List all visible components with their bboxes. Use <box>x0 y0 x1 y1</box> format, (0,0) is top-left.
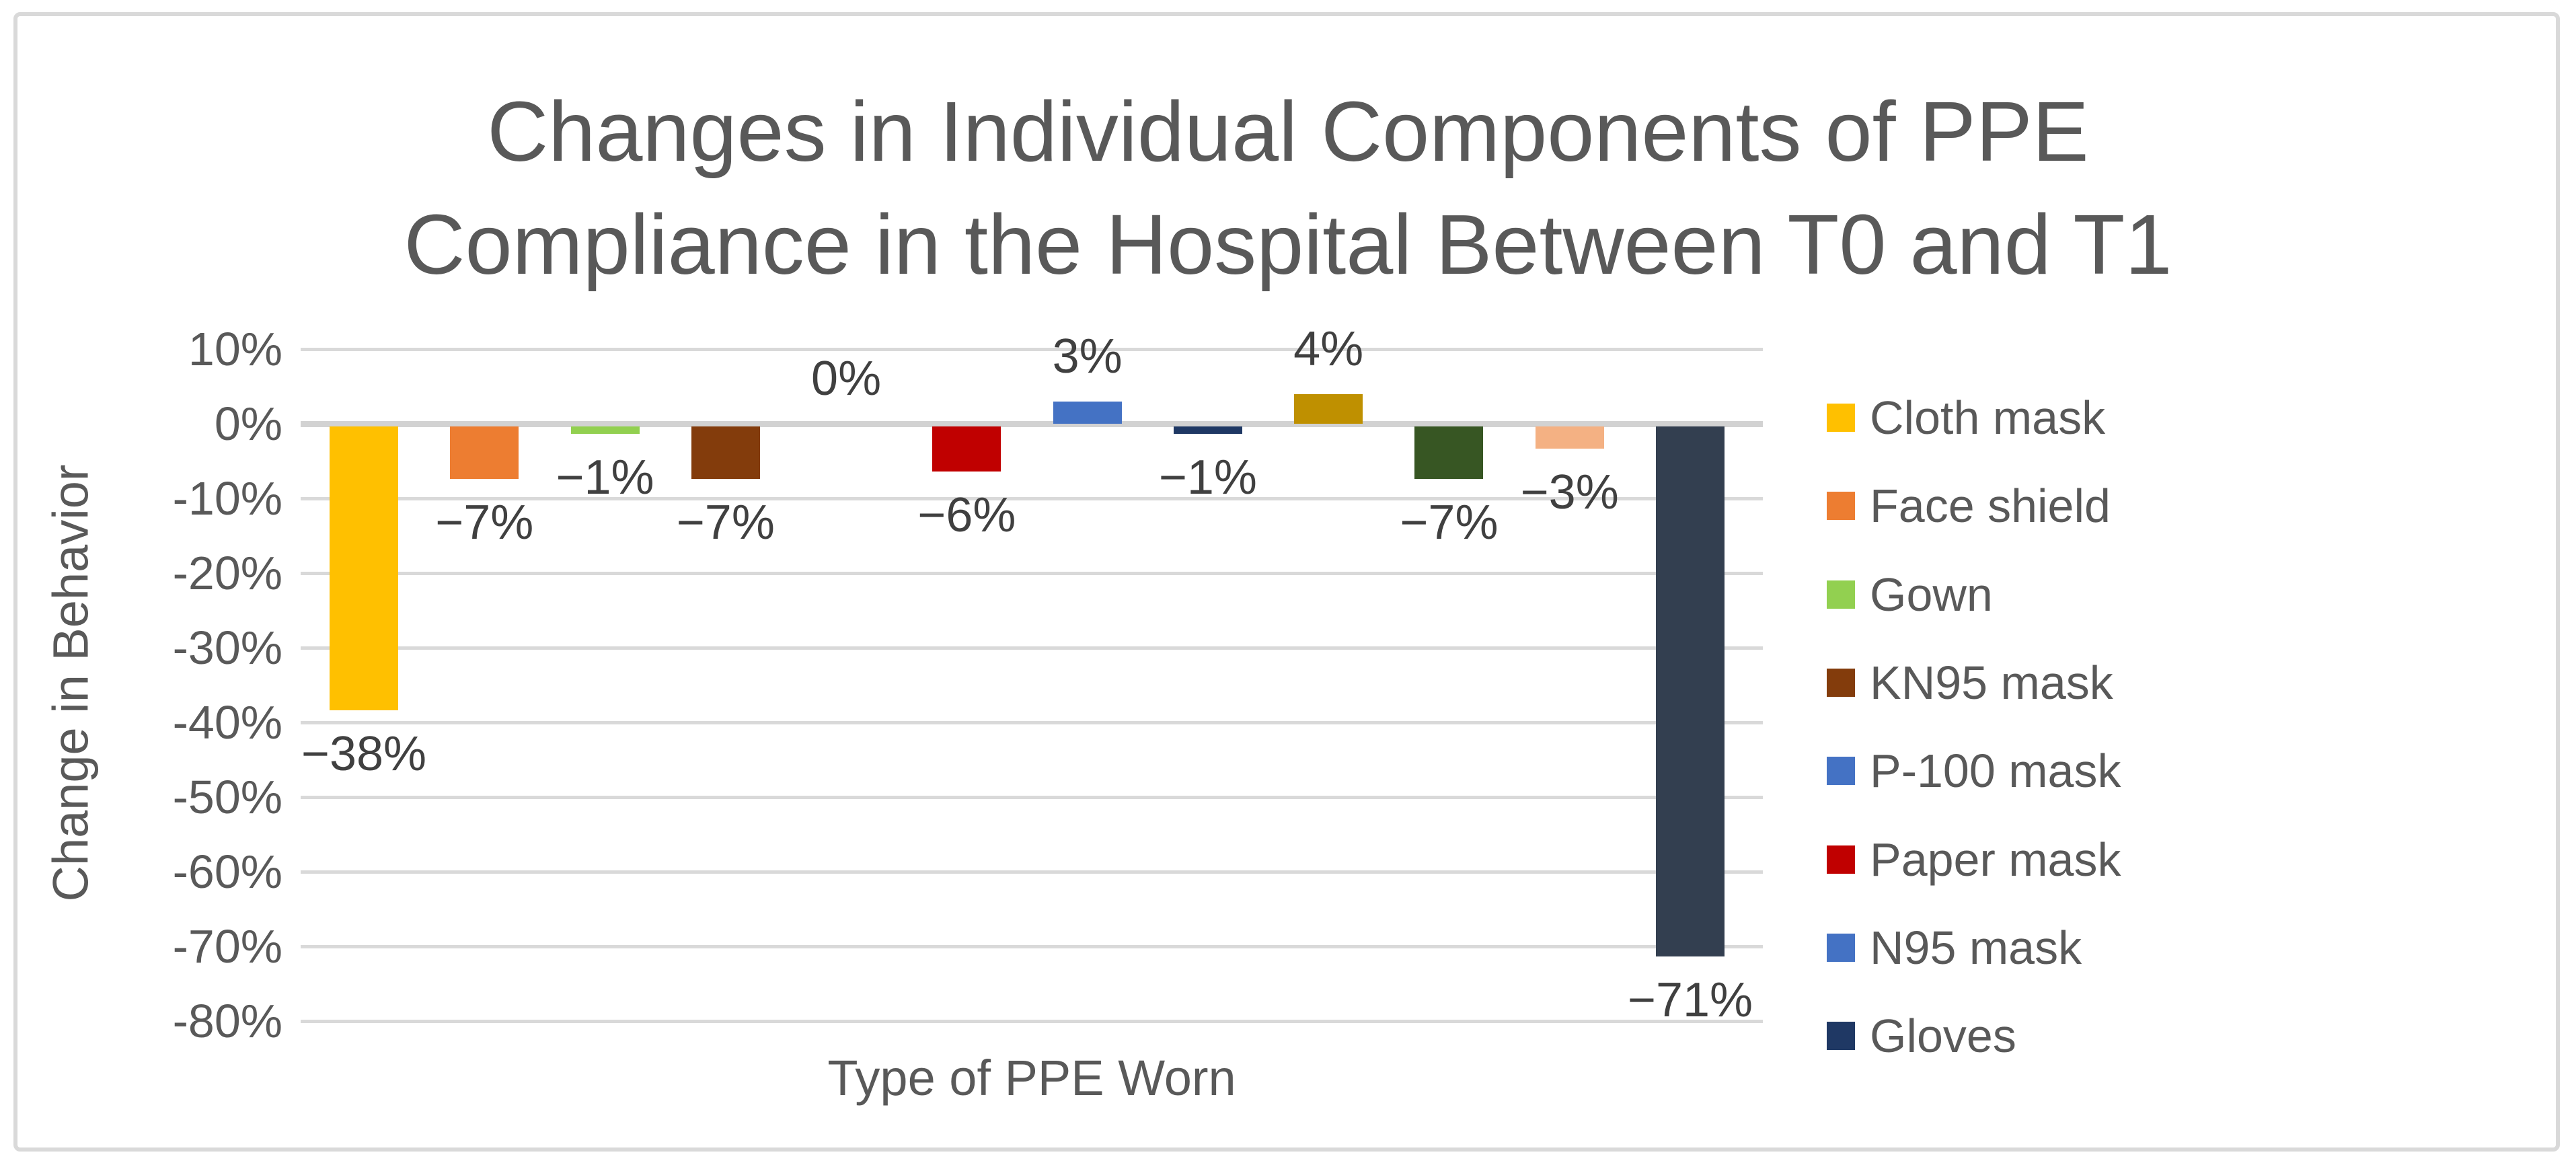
legend-swatch <box>1827 845 1855 874</box>
bar-data-label: 4% <box>1293 322 1364 376</box>
gridline <box>301 870 1763 874</box>
legend-swatch <box>1827 492 1855 521</box>
legend-item: KN95 mask <box>1827 650 2113 715</box>
legend-label: Cloth mask <box>1870 391 2106 444</box>
chart-title: Changes in Individual Components of PPE … <box>0 75 2576 301</box>
legend-swatch <box>1827 1022 1855 1051</box>
legend-item: Cloth mask <box>1827 385 2105 450</box>
bar <box>1535 426 1604 449</box>
legend-label: Face shield <box>1870 480 2111 533</box>
x-axis-title: Type of PPE Worn <box>827 1050 1236 1106</box>
legend-swatch <box>1827 580 1855 609</box>
y-tick-label: 0% <box>214 398 282 450</box>
bar <box>1173 426 1242 435</box>
bar <box>1655 426 1725 957</box>
bar-data-label: 0% <box>811 352 882 406</box>
y-tick-label: -20% <box>172 547 282 599</box>
gridline <box>301 945 1763 948</box>
legend-label: P-100 mask <box>1870 745 2121 798</box>
y-tick-label: -50% <box>172 771 282 823</box>
legend-label: Gloves <box>1870 1010 2016 1063</box>
bar-data-label: −6% <box>917 488 1016 542</box>
bar-data-label: −3% <box>1520 465 1619 520</box>
legend-item: P-100 mask <box>1827 739 2121 803</box>
bar-data-label: −1% <box>556 451 654 505</box>
y-tick-label: -70% <box>172 920 282 973</box>
y-tick-label: -60% <box>172 845 282 898</box>
gridline <box>301 497 1763 500</box>
y-tick-label: -30% <box>172 622 282 674</box>
legend-swatch <box>1827 668 1855 697</box>
bar <box>1294 393 1363 424</box>
legend-item: N95 mask <box>1827 915 2082 980</box>
bar <box>1053 401 1122 424</box>
bar <box>330 426 398 710</box>
bar-data-label: −38% <box>301 726 427 781</box>
bar <box>570 426 640 435</box>
chart-title-line1: Changes in Individual Components of PPE <box>487 84 2089 179</box>
bar <box>691 426 760 479</box>
bar <box>450 426 519 479</box>
gridline <box>301 721 1763 724</box>
bar <box>1414 426 1484 479</box>
bar <box>932 426 1001 472</box>
chart-frame <box>13 12 2560 1152</box>
gridline <box>301 572 1763 575</box>
legend-item: Gown <box>1827 562 1993 627</box>
bar-data-label: −71% <box>1627 973 1753 1028</box>
legend-label: Gown <box>1870 568 1993 621</box>
bar-data-label: −7% <box>435 495 534 550</box>
legend-label: KN95 mask <box>1870 656 2113 709</box>
legend-swatch <box>1827 757 1855 786</box>
legend-label: N95 mask <box>1870 921 2082 974</box>
legend-item: Face shield <box>1827 474 2111 538</box>
y-tick-label: -80% <box>172 995 282 1047</box>
legend-swatch <box>1827 933 1855 962</box>
gridline <box>301 646 1763 650</box>
legend-swatch <box>1827 404 1855 432</box>
bar-data-label: 3% <box>1052 329 1123 383</box>
gridline <box>301 348 1763 351</box>
legend-item: Paper mask <box>1827 827 2121 892</box>
gridline <box>301 1020 1763 1023</box>
bar-data-label: −7% <box>676 495 775 550</box>
bar-data-label: −7% <box>1400 495 1499 550</box>
zero-axis-line <box>301 421 1763 427</box>
y-tick-label: 10% <box>188 323 282 375</box>
gridline <box>301 796 1763 799</box>
legend-item: Gloves <box>1827 1004 2016 1068</box>
y-tick-label: -40% <box>172 696 282 749</box>
y-tick-label: -10% <box>172 472 282 525</box>
chart-title-line2: Compliance in the Hospital Between T0 an… <box>404 197 2172 292</box>
legend-label: Paper mask <box>1870 833 2121 886</box>
bar-data-label: −1% <box>1158 451 1257 505</box>
legend: Cloth mask Face shield Gown KN95 mask P-100 … <box>1827 0 2499 1167</box>
plot-area: −38% −7% −1% −7% 0% −6% 3% −1% 4% −7% −3% −71% <box>301 322 1763 1027</box>
